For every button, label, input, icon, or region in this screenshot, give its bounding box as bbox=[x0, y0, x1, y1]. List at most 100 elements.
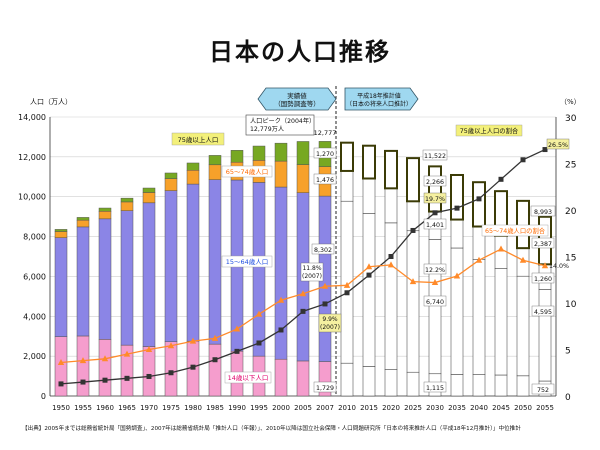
peak-label-box bbox=[245, 114, 315, 136]
point-65～74歳人口の割合 bbox=[233, 325, 241, 332]
x-tick-label: 2025 bbox=[404, 404, 422, 412]
bar-75歳以上人口 bbox=[208, 155, 222, 166]
value-2055-75: 2,387 bbox=[534, 241, 552, 248]
value-2055-75-box bbox=[531, 237, 555, 249]
value-2055-15-box bbox=[531, 305, 555, 317]
bar-75歳以上人口 bbox=[384, 149, 398, 190]
value-2055-14: 752 bbox=[537, 387, 549, 394]
value-2007-65-box bbox=[313, 173, 337, 185]
bar-14歳以下人口 bbox=[274, 358, 288, 397]
bar-14歳以下人口 bbox=[516, 375, 530, 397]
pct-2030-65: 12.2% bbox=[425, 267, 445, 274]
x-tick-label: 2045 bbox=[492, 404, 510, 412]
bar-75歳以上人口 bbox=[428, 165, 442, 213]
y-left-tick-label: 8,000 bbox=[23, 233, 46, 242]
y-left-tick-label: 6,000 bbox=[23, 272, 46, 281]
bar-15～64歳人口 bbox=[494, 268, 508, 376]
bar-14歳以下人口 bbox=[54, 336, 68, 397]
bar-14歳以下人口 bbox=[208, 343, 222, 397]
bar-14歳以下人口 bbox=[494, 374, 508, 397]
bar-15～64歳人口 bbox=[274, 186, 288, 360]
pct-2007-65-box bbox=[300, 262, 324, 282]
bar-75歳以上人口 bbox=[472, 181, 486, 228]
x-tick-label: 1980 bbox=[184, 404, 202, 412]
bar-75歳以上人口 bbox=[274, 142, 288, 162]
bar-65～74歳人口 bbox=[208, 164, 222, 180]
value-2055-14-box bbox=[531, 383, 555, 395]
value-2030-65-box bbox=[423, 218, 447, 230]
y-right-tick-label: 25 bbox=[565, 161, 576, 171]
bar-14歳以下人口 bbox=[472, 374, 486, 397]
bar-14歳以下人口 bbox=[384, 369, 398, 397]
value-2055-65: 1,260 bbox=[534, 276, 552, 283]
point-65～74歳人口の割合 bbox=[299, 290, 307, 297]
label-14-box bbox=[224, 371, 272, 384]
bar-15～64歳人口 bbox=[98, 218, 112, 340]
bar-15～64歳人口 bbox=[208, 179, 222, 345]
bar-65～74歳人口 bbox=[296, 164, 310, 193]
value-2007-15-box bbox=[311, 243, 335, 255]
bar-65～74歳人口 bbox=[164, 178, 178, 191]
bar-65～74歳人口 bbox=[450, 219, 464, 249]
point-75歳以上人口の割合 bbox=[278, 327, 284, 333]
bar-75歳以上人口 bbox=[516, 199, 530, 250]
bar-15～64歳人口 bbox=[406, 230, 420, 373]
x-tick-label: 1960 bbox=[96, 404, 114, 412]
point-65～74歳人口の割合 bbox=[365, 263, 373, 270]
point-75歳以上人口の割合 bbox=[432, 210, 438, 216]
value-2030-total-box bbox=[422, 149, 448, 161]
bar-15～64歳人口 bbox=[384, 222, 398, 370]
point-75歳以上人口の割合 bbox=[520, 157, 526, 163]
x-tick-label: 2000 bbox=[272, 404, 290, 412]
label-75-box bbox=[171, 132, 225, 146]
point-65～74歳人口の割合 bbox=[475, 256, 483, 263]
peak-label: 人口ピーク（2004年） 12,779万人 bbox=[250, 117, 315, 133]
bar-14歳以下人口 bbox=[98, 339, 112, 397]
bar-65～74歳人口 bbox=[340, 170, 354, 202]
bar-65～74歳人口 bbox=[384, 188, 398, 224]
point-75歳以上人口の割合 bbox=[190, 364, 196, 370]
label-65-ratio-box bbox=[481, 224, 549, 237]
bar-15～64歳人口 bbox=[142, 202, 156, 347]
label-75-ratio: 75歳以上人口の割合 bbox=[460, 126, 519, 135]
point-75歳以上人口の割合 bbox=[322, 301, 328, 307]
bar-14歳以下人口 bbox=[340, 362, 354, 397]
label-15-box bbox=[221, 255, 273, 268]
x-tick-label: 2055 bbox=[536, 404, 554, 412]
bar-75歳以上人口 bbox=[76, 217, 90, 221]
x-tick-label: 2020 bbox=[382, 404, 400, 412]
bar-75歳以上人口 bbox=[98, 207, 112, 212]
y-left-tick-label: 2,000 bbox=[23, 352, 46, 361]
x-tick-label: 2005 bbox=[294, 404, 312, 412]
point-75歳以上人口の割合 bbox=[146, 373, 152, 379]
point-65～74歳人口の割合 bbox=[255, 310, 263, 317]
actual-label: 実績値（国勢調査等） bbox=[274, 91, 320, 108]
point-75歳以上人口の割合 bbox=[454, 205, 460, 211]
bar-15～64歳人口 bbox=[54, 237, 68, 337]
bar-14歳以下人口 bbox=[362, 366, 376, 397]
x-tick-label: 2010 bbox=[338, 404, 356, 412]
point-75歳以上人口の割合 bbox=[388, 254, 394, 259]
value-2030-65: 1,401 bbox=[426, 222, 444, 229]
source-note: 【出典】2005年までは総務省統計局「国勢調査」、2007年は総務省統計局「推計… bbox=[22, 424, 521, 432]
label-15: 15～64歳人口 bbox=[226, 257, 269, 266]
bar-65～74歳人口 bbox=[76, 219, 90, 228]
y-left-tick-label: 4,000 bbox=[23, 312, 46, 321]
point-65～74歳人口の割合 bbox=[189, 337, 197, 344]
pct-2030-65-box bbox=[423, 263, 447, 275]
label-75: 75歳以上人口 bbox=[178, 135, 219, 144]
point-75歳以上人口の割合 bbox=[300, 308, 306, 314]
bar-75歳以上人口 bbox=[54, 229, 68, 232]
point-65～74歳人口の割合 bbox=[431, 279, 439, 286]
value-2007-15: 8,302 bbox=[314, 247, 332, 254]
pct-2055-75: 26.5% bbox=[548, 142, 568, 149]
x-tick-label: 2040 bbox=[470, 404, 488, 412]
point-65～74歳人口の割合 bbox=[145, 346, 153, 352]
y-right-tick-label: 10 bbox=[565, 300, 577, 310]
value-2030-14-box bbox=[423, 381, 447, 393]
chart-title: 日本の人口推移 bbox=[209, 38, 391, 66]
projection-label-box bbox=[344, 87, 419, 111]
point-75歳以上人口の割合 bbox=[80, 379, 86, 385]
